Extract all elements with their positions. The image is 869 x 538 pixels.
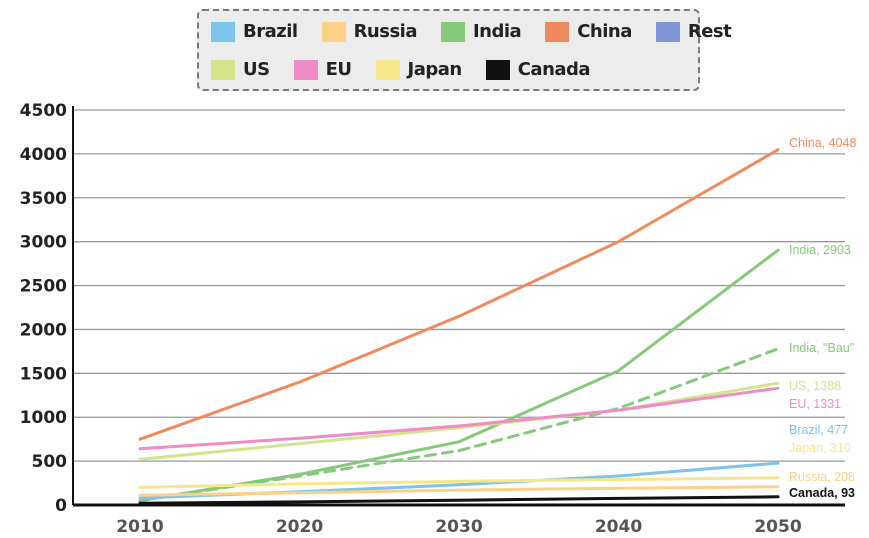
axes <box>72 106 845 507</box>
legend-item-india: India <box>440 21 522 42</box>
x-tick-2040: 2040 <box>595 517 642 537</box>
series-label-russia: Russia, 208 <box>789 470 855 484</box>
series-line-india <box>138 248 780 503</box>
y-tick-1500: 1500 <box>20 364 67 384</box>
y-tick-0: 0 <box>55 496 67 516</box>
series-label-brazil: Brazil, 477 <box>789 423 848 437</box>
legend-swatch-brazil <box>211 21 235 42</box>
x-tick-labels: 2010 2020 2030 2040 2050 <box>116 517 801 537</box>
series-label-canada: Canada, 93 <box>789 486 855 500</box>
legend-row-2: US EU Japan Canada <box>211 59 591 80</box>
legend-item-russia: Russia <box>321 21 418 42</box>
x-tick-2010: 2010 <box>116 517 163 537</box>
series-line-russia <box>138 485 780 497</box>
y-tick-2000: 2000 <box>20 320 67 340</box>
legend-item-china: China <box>545 21 632 42</box>
legend-item-us: US <box>211 59 270 80</box>
series-label-japan: Japan, 310 <box>789 441 851 455</box>
legend-label-india: India <box>472 21 522 42</box>
y-tick-2500: 2500 <box>20 277 67 297</box>
legend-swatch-eu <box>293 59 318 80</box>
y-tick-500: 500 <box>32 452 68 472</box>
y-tick-4500: 4500 <box>20 101 67 121</box>
legend-swatch-japan <box>375 59 400 80</box>
legend-row-1: Brazil Russia India China Rest <box>211 21 732 42</box>
legend-item-brazil: Brazil <box>211 21 298 42</box>
series-lines <box>138 148 780 505</box>
legend-swatch-rest <box>655 21 680 42</box>
series-label-eu: EU, 1331 <box>789 397 841 411</box>
legend-label-eu: EU <box>325 59 352 80</box>
series-line-canada <box>138 495 780 505</box>
legend-swatch-canada <box>485 59 510 80</box>
y-tick-3500: 3500 <box>20 189 67 209</box>
series-line-japan <box>138 476 780 489</box>
legend-box: Brazil Russia India China Rest US EU <box>197 9 732 91</box>
series-label-china: China, 4048 <box>789 136 856 150</box>
series-line-eu <box>138 386 780 451</box>
x-tick-2050: 2050 <box>754 517 801 537</box>
legend-item-japan: Japan <box>375 59 463 80</box>
series-label-us: US, 1388 <box>789 379 841 393</box>
legend-label-canada: Canada <box>517 59 591 80</box>
grid-lines <box>73 109 845 462</box>
legend-label-japan: Japan <box>407 59 463 80</box>
series-label-india-bau: India, "Bau" <box>789 341 854 355</box>
legend-swatch-india <box>440 21 465 42</box>
y-tick-1000: 1000 <box>20 408 67 428</box>
x-tick-2030: 2030 <box>435 517 482 537</box>
legend-label-us: US <box>243 59 270 80</box>
y-tick-3000: 3000 <box>20 233 67 253</box>
series-end-labels: China, 4048 India, 2903 India, "Bau" US, 13… <box>789 136 856 500</box>
series-line-us <box>138 381 780 461</box>
legend-label-rest: Rest <box>687 21 732 42</box>
legend-swatch-china <box>545 21 570 42</box>
legend-swatch-us <box>211 59 235 80</box>
legend-item-rest: Rest <box>655 21 732 42</box>
legend-item-canada: Canada <box>485 59 591 80</box>
legend-swatch-russia <box>321 21 346 42</box>
legend-item-eu: EU <box>293 59 352 80</box>
legend-label-china: China <box>577 21 632 42</box>
legend-label-russia: Russia <box>353 21 418 42</box>
y-tick-4000: 4000 <box>20 145 67 165</box>
series-line-china <box>138 148 780 441</box>
y-tick-labels: 0 500 1000 1500 2000 2500 3000 3500 4000 4500 <box>20 101 67 516</box>
series-label-india: India, 2903 <box>789 243 851 257</box>
x-tick-2020: 2020 <box>276 517 323 537</box>
legend-label-brazil: Brazil <box>243 21 298 42</box>
